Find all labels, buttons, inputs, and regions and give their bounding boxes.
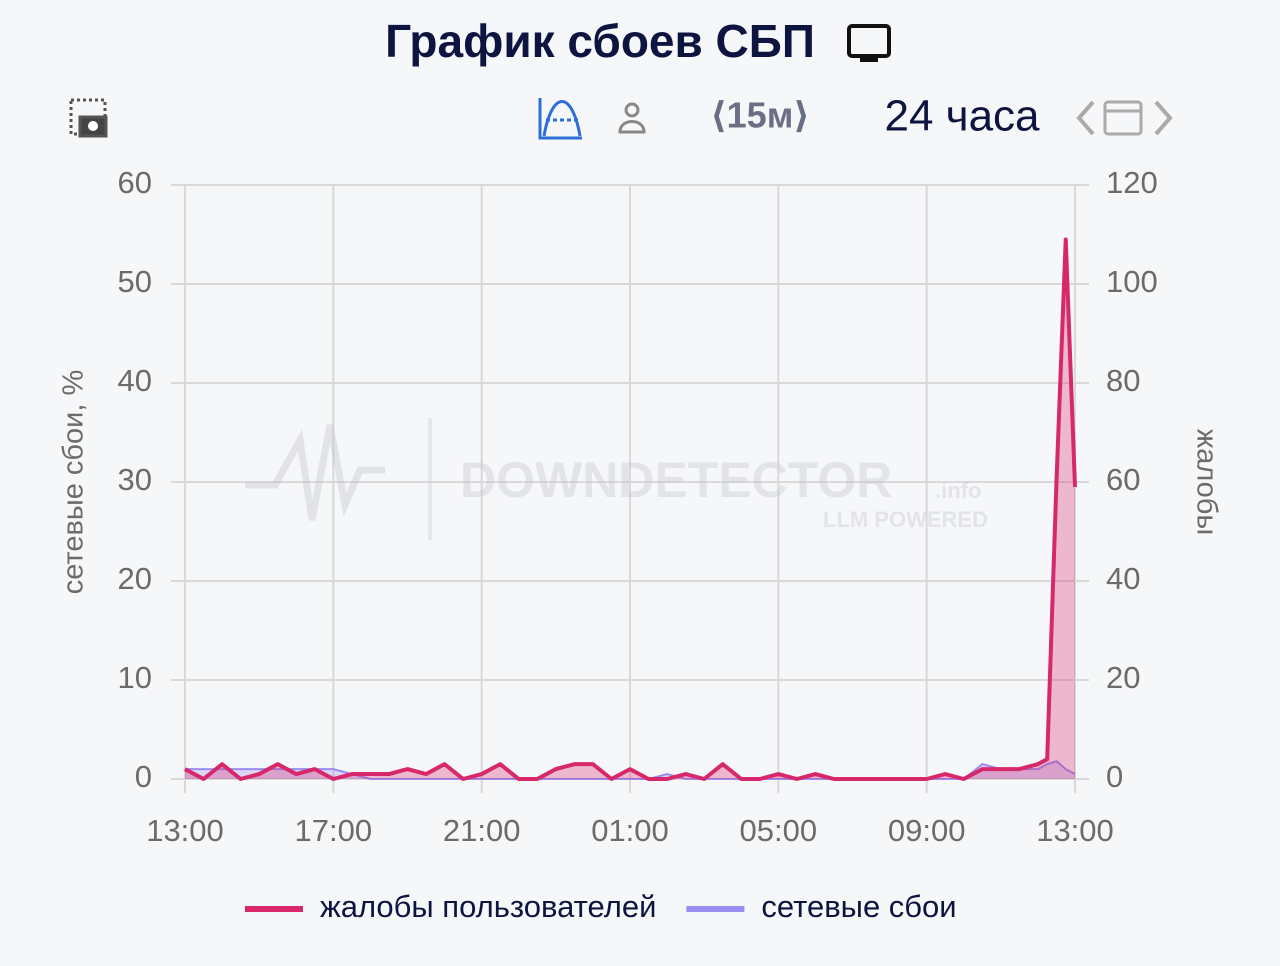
user-icon[interactable] [618, 102, 646, 134]
x-tick-label: 13:00 [1036, 813, 1114, 848]
series-area [185, 761, 1075, 779]
y-tick-label: 30 [118, 462, 152, 497]
y2-axis-title: жалобы [1190, 429, 1222, 535]
y2-tick-label: 60 [1106, 462, 1140, 497]
chart-mode-icon[interactable] [538, 98, 582, 140]
y2-tick-label: 40 [1106, 561, 1140, 596]
y2-tick-label: 0 [1106, 759, 1123, 794]
watermark-logo [245, 424, 385, 521]
x-tick-label: 17:00 [295, 813, 373, 848]
y-tick-label: 20 [118, 561, 152, 596]
period[interactable]: 24 часа [884, 92, 1040, 141]
watermark-brand: DOWNDETECTOR [460, 452, 892, 508]
title: График сбоев СБП [385, 15, 815, 67]
y2-tick-label: 80 [1106, 363, 1140, 398]
y2-tick-label: 20 [1106, 660, 1140, 695]
y2-tick-label: 120 [1106, 165, 1158, 200]
legend-label: сетевые сбои [761, 889, 956, 924]
x-tick-label: 09:00 [888, 813, 966, 848]
series-line [184, 237, 1077, 781]
watermark: DOWNDETECTOR .info LLM POWERED [245, 418, 988, 540]
y-tick-label: 50 [118, 264, 152, 299]
screenshot-button[interactable] [69, 98, 108, 138]
legend-label: жалобы пользователей [320, 889, 656, 924]
watermark-tagline: LLM POWERED [823, 507, 988, 532]
y-tick-label: 60 [118, 165, 152, 200]
tv-icon[interactable] [847, 24, 891, 62]
y-tick-label: 40 [118, 363, 152, 398]
interval[interactable]: ⟨15м⟩ [710, 95, 810, 136]
x-tick-label: 13:00 [146, 813, 224, 848]
x-tick-label: 01:00 [591, 813, 669, 848]
x-tick-label: 05:00 [740, 813, 818, 848]
watermark-suffix: .info [935, 478, 981, 503]
x-tick-label: 21:00 [443, 813, 521, 848]
calendar-nav[interactable] [1076, 100, 1173, 136]
y-axis-title: сетевые сбои, % [58, 370, 90, 595]
y2-tick-label: 100 [1106, 264, 1158, 299]
y-tick-label: 10 [118, 660, 152, 695]
y-tick-label: 0 [135, 759, 152, 794]
